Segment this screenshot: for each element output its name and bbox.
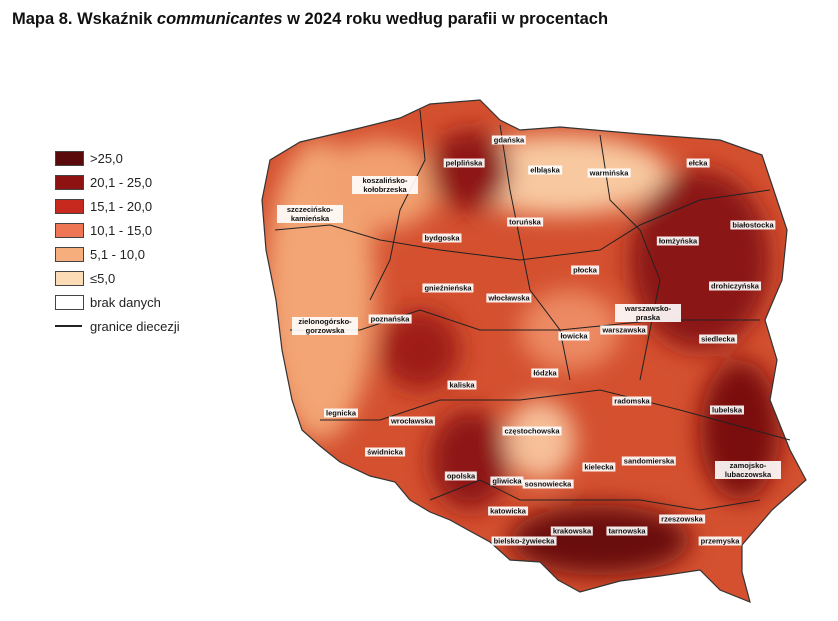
diocese-label: łowicka xyxy=(558,331,590,341)
diocese-label: siedlecka xyxy=(699,334,737,344)
diocese-label: kielecka xyxy=(582,462,616,472)
diocese-label: gliwicka xyxy=(490,476,524,486)
diocese-label: warmińska xyxy=(587,168,631,178)
diocese-label: włocławska xyxy=(486,293,532,303)
diocese-label: zielonogórsko-gorzowska xyxy=(292,317,358,335)
diocese-label: poznańska xyxy=(368,314,412,324)
legend-swatch xyxy=(55,270,84,286)
legend-swatch xyxy=(55,198,84,214)
legend-label: ≤5,0 xyxy=(90,270,116,286)
diocese-label: kaliska xyxy=(447,380,477,390)
diocese-label: ełcka xyxy=(686,158,710,168)
title-italic: communicantes xyxy=(156,10,283,28)
diocese-label: szczecińsko-kamieńska xyxy=(277,205,343,223)
diocese-label: koszalińsko-kołobrzeska xyxy=(352,176,418,194)
diocese-label: płocka xyxy=(571,265,599,275)
legend-swatch xyxy=(55,150,84,166)
legend-label: 20,1 - 25,0 xyxy=(90,174,153,190)
diocese-label: toruńska xyxy=(507,217,543,227)
diocese-label: częstochowska xyxy=(502,426,562,436)
diocese-label: świdnicka xyxy=(365,447,405,457)
legend-item: ≤5,0 xyxy=(55,266,180,290)
legend-label: granice diecezji xyxy=(90,318,180,334)
legend-swatch xyxy=(55,174,84,190)
diocese-label: bielsko-żywiecka xyxy=(491,536,557,546)
legend-label: 15,1 - 20,0 xyxy=(90,198,153,214)
diocese-label: warszawska xyxy=(600,325,648,335)
legend-swatch xyxy=(55,222,84,238)
diocese-label: opolska xyxy=(444,471,478,481)
legend-item: >25,0 xyxy=(55,146,180,170)
diocese-label: elbląska xyxy=(528,165,562,175)
diocese-label: sosnowiecka xyxy=(522,479,574,489)
legend-label: 5,1 - 10,0 xyxy=(90,246,145,262)
diocese-label: bydgoska xyxy=(422,233,462,243)
diocese-label: białostocka xyxy=(730,220,776,230)
legend-label: 10,1 - 15,0 xyxy=(90,222,153,238)
legend-label: >25,0 xyxy=(90,150,123,166)
diocese-label: wrocławska xyxy=(388,416,436,426)
legend-swatch xyxy=(55,294,84,310)
diocese-label: krakowska xyxy=(550,526,594,536)
diocese-label: tarnowska xyxy=(606,526,648,536)
legend-item: granice diecezji xyxy=(55,314,180,338)
diocese-label: łódzka xyxy=(531,368,559,378)
diocese-label: zamojsko-lubaczowska xyxy=(715,461,781,479)
diocese-label: przemyska xyxy=(698,536,742,546)
diocese-label: warszawsko-praska xyxy=(615,304,681,322)
legend-label: brak danych xyxy=(90,294,161,310)
diocese-label: drohiczyńska xyxy=(709,281,761,291)
diocese-label: radomska xyxy=(612,396,652,406)
diocese-label: sandomierska xyxy=(621,456,677,466)
legend: >25,0 20,1 - 25,0 15,1 - 20,0 10,1 - 15,0 5,… xyxy=(55,146,180,338)
diocese-label: pelplińska xyxy=(443,158,485,168)
title-text: Mapa 8. Wskaźnik xyxy=(12,10,153,28)
legend-item: 15,1 - 20,0 xyxy=(55,194,180,218)
legend-item: 10,1 - 15,0 xyxy=(55,218,180,242)
legend-swatch xyxy=(55,246,84,262)
diocese-label: katowicka xyxy=(488,506,528,516)
legend-item: brak danych xyxy=(55,290,180,314)
diocese-label: rzeszowska xyxy=(659,514,705,524)
legend-item: 5,1 - 10,0 xyxy=(55,242,180,266)
legend-line xyxy=(55,325,82,327)
diocese-label: gdańska xyxy=(491,135,527,145)
diocese-label: lubelska xyxy=(709,405,745,415)
title-text: w 2024 roku według parafii w procentach xyxy=(287,10,609,28)
diocese-label: legnicka xyxy=(323,408,359,418)
legend-item: 20,1 - 25,0 xyxy=(55,170,180,194)
diocese-label: łomżyńska xyxy=(656,236,700,246)
title: Mapa 8. Wskaźnik communicantes w 2024 ro… xyxy=(12,10,608,29)
diocese-label: gnieźnieńska xyxy=(422,283,474,293)
